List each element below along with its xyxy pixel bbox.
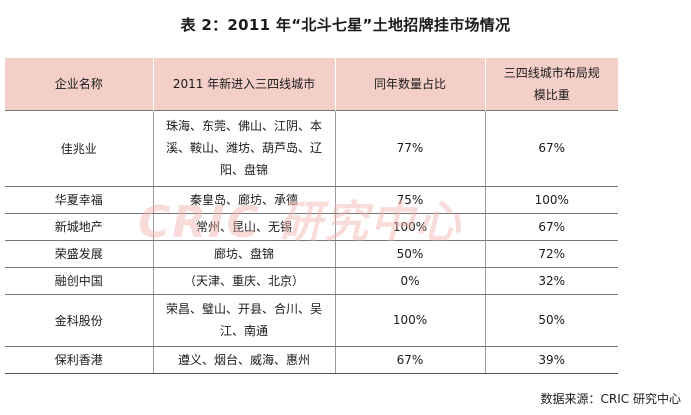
table-header-row: 企业名称 2011 年新进入三四线城市 同年数量占比 三四线城市布局规模比重 <box>5 58 618 110</box>
table-row: 荣盛发展 廊坊、盘锦 50% 72% <box>5 239 618 268</box>
weight-cell: 39% <box>484 345 618 374</box>
company-cell: 佳兆业 <box>5 109 153 187</box>
header-share: 同年数量占比 <box>334 58 486 110</box>
share-cell: 67% <box>334 345 485 374</box>
weight-cell: 32% <box>484 266 618 295</box>
cities-cell: （天津、重庆、北京） <box>152 266 335 295</box>
company-cell: 新城地产 <box>5 212 153 241</box>
company-cell: 金科股份 <box>5 293 153 347</box>
table-row: 金科股份 荣昌、璧山、开县、合川、吴江、南通 100% 50% <box>5 293 618 347</box>
table-row: 保利香港 遵义、烟台、威海、惠州 67% 39% <box>5 345 618 374</box>
weight-cell: 72% <box>484 239 618 268</box>
share-cell: 50% <box>334 239 485 268</box>
share-cell: 0% <box>334 266 485 295</box>
share-cell: 77% <box>334 109 485 187</box>
land-auction-table: 企业名称 2011 年新进入三四线城市 同年数量占比 三四线城市布局规模比重 佳… <box>5 58 618 374</box>
share-cell: 100% <box>334 212 485 241</box>
company-cell: 保利香港 <box>5 345 153 374</box>
table-row: 新城地产 常州、昆山、无锡 100% 67% <box>5 212 618 241</box>
weight-cell: 50% <box>484 293 618 347</box>
share-cell: 100% <box>334 293 485 347</box>
header-company: 企业名称 <box>5 58 154 110</box>
weight-cell: 67% <box>484 109 618 187</box>
company-cell: 荣盛发展 <box>5 239 153 268</box>
cities-cell: 秦皇岛、廊坊、承德 <box>152 185 335 214</box>
cities-cell: 遵义、烟台、威海、惠州 <box>152 345 335 374</box>
weight-cell: 100% <box>484 185 618 214</box>
share-cell: 75% <box>334 185 485 214</box>
table-row: 佳兆业 珠海、东莞、佛山、江阴、本溪、鞍山、潍坊、葫芦岛、辽阳、盘锦 77% 6… <box>5 109 618 187</box>
table-title: 表 2：2011 年“北斗七星”土地招牌挂市场情况 <box>180 16 511 34</box>
table-row: 华夏幸福 秦皇岛、廊坊、承德 75% 100% <box>5 185 618 214</box>
company-cell: 华夏幸福 <box>5 185 153 214</box>
cities-cell: 常州、昆山、无锡 <box>152 212 335 241</box>
weight-cell: 67% <box>484 212 618 241</box>
cities-cell: 珠海、东莞、佛山、江阴、本溪、鞍山、潍坊、葫芦岛、辽阳、盘锦 <box>152 109 335 187</box>
cities-cell: 廊坊、盘锦 <box>152 239 335 268</box>
header-weight: 三四线城市布局规模比重 <box>484 58 618 110</box>
header-new-cities: 2011 年新进入三四线城市 <box>152 58 336 110</box>
data-source-note: 数据来源：CRIC 研究中心 <box>540 392 681 406</box>
cities-cell: 荣昌、璧山、开县、合川、吴江、南通 <box>152 293 335 347</box>
company-cell: 融创中国 <box>5 266 153 295</box>
table-row: 融创中国 （天津、重庆、北京） 0% 32% <box>5 266 618 295</box>
